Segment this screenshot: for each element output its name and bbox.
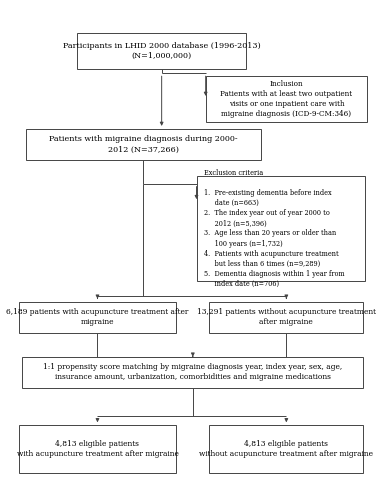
Text: 4,813 eligible patients
without acupuncture treatment after migraine: 4,813 eligible patients without acupunct… <box>199 440 373 458</box>
Text: Patients with migraine diagnosis during 2000-
2012 (N=37,266): Patients with migraine diagnosis during … <box>49 136 238 154</box>
FancyBboxPatch shape <box>19 302 176 333</box>
Text: 6,189 patients with acupuncture treatment after
migraine: 6,189 patients with acupuncture treatmen… <box>6 308 189 326</box>
Text: 13,291 patients without acupuncture treatment
after migraine: 13,291 patients without acupuncture trea… <box>197 308 376 326</box>
FancyBboxPatch shape <box>77 33 246 69</box>
Text: 1:1 propensity score matching by migraine diagnosis year, index year, sex, age,
: 1:1 propensity score matching by migrain… <box>43 364 342 382</box>
FancyBboxPatch shape <box>22 357 363 388</box>
FancyBboxPatch shape <box>209 425 363 473</box>
Text: Participants in LHID 2000 database (1996-2013)
(N=1,000,000): Participants in LHID 2000 database (1996… <box>63 42 261 60</box>
FancyBboxPatch shape <box>26 129 261 160</box>
FancyBboxPatch shape <box>19 425 176 473</box>
FancyBboxPatch shape <box>209 302 363 333</box>
FancyBboxPatch shape <box>196 176 365 281</box>
Text: 4,813 eligible patients
with acupuncture treatment after migraine: 4,813 eligible patients with acupuncture… <box>16 440 178 458</box>
Text: Inclusion
Patients with at least two outpatient
visits or one inpatient care wit: Inclusion Patients with at least two out… <box>220 80 353 118</box>
FancyBboxPatch shape <box>206 76 367 122</box>
Text: Exclusion criteria

1.  Pre-existing dementia before index
     date (n=663)
2. : Exclusion criteria 1. Pre-existing demen… <box>204 169 345 288</box>
